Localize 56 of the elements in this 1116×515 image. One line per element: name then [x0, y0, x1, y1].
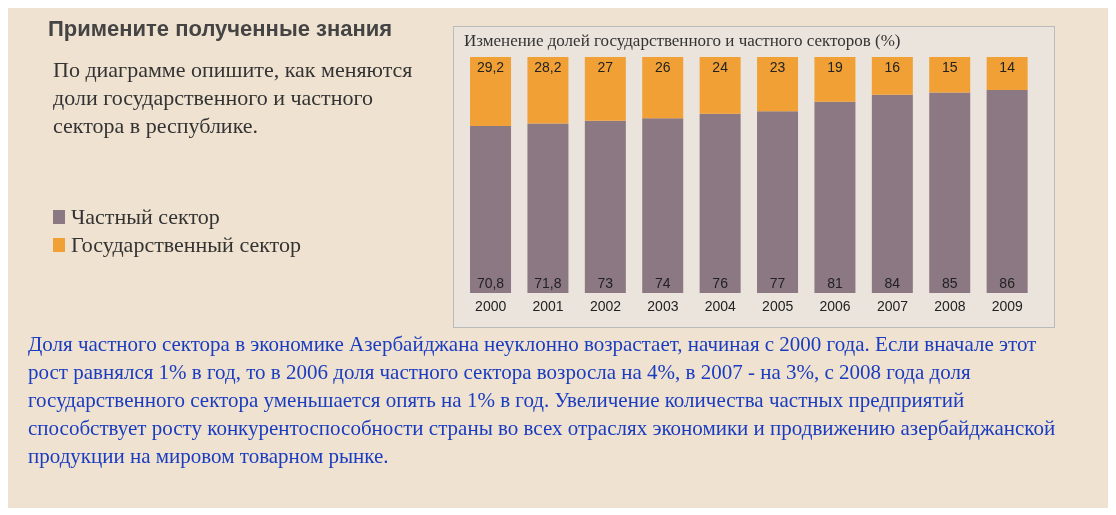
bar	[584, 120, 626, 293]
x-tick-label: 2005	[762, 297, 794, 314]
text: По диаграмме опишите, как меняются доли государственного и частного сектора в республике.	[53, 56, 414, 140]
data-label: 29,2	[476, 58, 505, 75]
bar	[699, 113, 741, 293]
bar	[871, 57, 913, 95]
bar	[470, 125, 512, 293]
x-tick-label: 2007	[876, 297, 909, 314]
x-tick-label: 2001	[532, 297, 564, 314]
x-tick-label: 2006	[819, 297, 851, 314]
bar	[929, 92, 971, 293]
data-label: 28,2	[534, 58, 562, 75]
bar	[871, 94, 913, 293]
x-tick-label: 2002	[589, 297, 622, 314]
bar	[527, 57, 569, 124]
text: Примените полученные знания	[48, 16, 393, 42]
bar	[527, 123, 569, 293]
bar	[757, 111, 799, 293]
data-label: 76	[712, 275, 729, 291]
data-label: 19	[827, 58, 843, 75]
bar	[814, 101, 856, 293]
chart-title: Изменение долей государственного и частного секторов (%)	[463, 30, 902, 52]
data-label: 73	[597, 275, 614, 291]
text: Доля частного сектора в экономике Азербайджана неуклонно возрастает, начиная с 2000 года. Если вначале этот рост равнялся 1% в год, то в 2006 доля частного сектора возросла на 4%, в 2007 - на 3%, с 2008 года доля государственного сектора уменьшается опять на 1% в год. Увеличение количества частных предприятий способствует росту конкурентоспособности страны во всех отраслях экономики и продвижению азербайджанской продукции на мировом товарном рынке.	[28, 331, 1057, 470]
data-label: 84	[884, 275, 901, 291]
bar	[757, 57, 799, 112]
bar	[470, 57, 512, 126]
data-label: 27	[597, 58, 614, 75]
bar	[986, 90, 1028, 293]
legend-label: Частный сектор	[71, 203, 220, 231]
x-tick-label: 2000	[475, 297, 507, 314]
x-tick-label: 2004	[704, 297, 737, 314]
legend-label: Государственный сектор	[71, 231, 301, 259]
x-tick-label: 2003	[647, 297, 679, 314]
data-label: 77	[769, 275, 786, 291]
data-label: 85	[941, 275, 958, 291]
data-label: 24	[712, 58, 729, 75]
data-label: 81	[827, 275, 843, 291]
data-label: 16	[884, 58, 901, 75]
data-label: 15	[941, 58, 958, 75]
data-label: 71,8	[534, 275, 562, 291]
bar	[699, 57, 741, 114]
bar	[584, 57, 626, 121]
bar	[814, 57, 856, 102]
bar	[642, 118, 684, 293]
data-label: 26	[654, 58, 671, 75]
bar	[986, 57, 1028, 91]
x-tick-label: 2008	[934, 297, 966, 314]
x-tick-label: 2009	[991, 297, 1024, 314]
data-label: 14	[999, 58, 1016, 75]
data-label: 74	[654, 275, 671, 291]
bar	[642, 57, 684, 119]
data-label: 86	[999, 275, 1016, 291]
bar	[929, 57, 971, 93]
data-label: 23	[769, 58, 786, 75]
data-label: 70,8	[476, 275, 505, 291]
